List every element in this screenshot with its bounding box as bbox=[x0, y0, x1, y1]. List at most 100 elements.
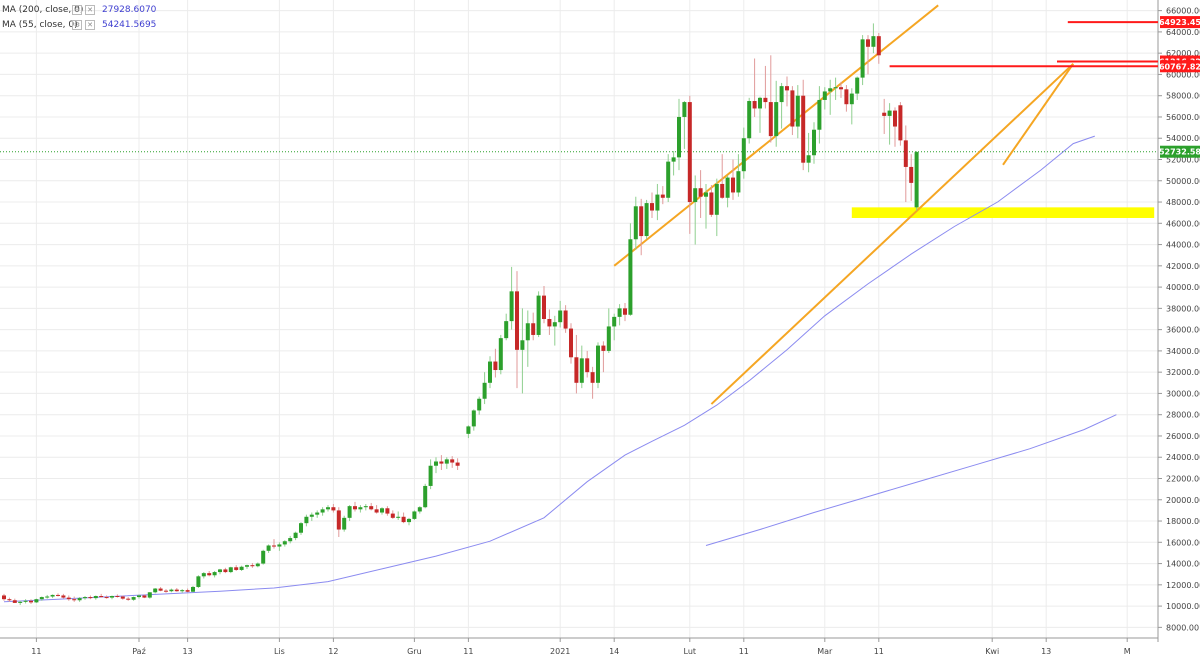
candle-body[interactable] bbox=[488, 361, 492, 383]
candle-body[interactable] bbox=[261, 550, 266, 564]
candle-body[interactable] bbox=[255, 563, 260, 567]
candle-body[interactable] bbox=[412, 511, 417, 519]
candle-body[interactable] bbox=[304, 516, 309, 524]
candle-body[interactable] bbox=[741, 138, 746, 172]
candle-body[interactable] bbox=[158, 588, 163, 591]
candle-body[interactable] bbox=[698, 188, 703, 197]
candle-body[interactable] bbox=[871, 36, 876, 47]
candle-body[interactable] bbox=[153, 588, 158, 593]
candle-body[interactable] bbox=[639, 206, 644, 237]
candle-body[interactable] bbox=[520, 340, 525, 350]
candle-body[interactable] bbox=[547, 319, 552, 327]
candle-body[interactable] bbox=[7, 599, 12, 601]
candle-body[interactable] bbox=[110, 595, 114, 598]
settings-icon[interactable]: ⚙ bbox=[72, 19, 82, 30]
candle-body[interactable] bbox=[277, 544, 282, 547]
candle-body[interactable] bbox=[542, 295, 546, 319]
candle-body[interactable] bbox=[477, 398, 482, 411]
candle-body[interactable] bbox=[77, 598, 82, 601]
candle-body[interactable] bbox=[401, 516, 406, 523]
candle-body[interactable] bbox=[250, 565, 255, 567]
candle-body[interactable] bbox=[601, 345, 606, 351]
candle-body[interactable] bbox=[677, 116, 681, 158]
candle-body[interactable] bbox=[223, 569, 228, 573]
candle-body[interactable] bbox=[50, 594, 55, 597]
candle-body[interactable] bbox=[309, 514, 314, 517]
candle-body[interactable] bbox=[569, 328, 573, 358]
candle-body[interactable] bbox=[817, 99, 822, 130]
candle-body[interactable] bbox=[72, 599, 77, 601]
candle-body[interactable] bbox=[752, 101, 757, 109]
candle-body[interactable] bbox=[444, 459, 449, 464]
candle-body[interactable] bbox=[380, 508, 384, 513]
candle-body[interactable] bbox=[45, 596, 50, 598]
candle-body[interactable] bbox=[828, 88, 833, 92]
candle-body[interactable] bbox=[180, 590, 185, 592]
candle-body[interactable] bbox=[34, 599, 39, 603]
candle-body[interactable] bbox=[218, 569, 222, 573]
candle-body[interactable] bbox=[39, 597, 44, 600]
candle-body[interactable] bbox=[493, 361, 498, 371]
candle-body[interactable] bbox=[455, 462, 460, 466]
candle-body[interactable] bbox=[849, 93, 854, 105]
candle-body[interactable] bbox=[164, 590, 168, 592]
candle-body[interactable] bbox=[666, 161, 671, 198]
candle-body[interactable] bbox=[396, 516, 401, 518]
candle-body[interactable] bbox=[174, 589, 179, 592]
candle-body[interactable] bbox=[407, 518, 411, 523]
candle-body[interactable] bbox=[887, 110, 892, 116]
candle-body[interactable] bbox=[801, 95, 806, 163]
candle-body[interactable] bbox=[169, 589, 174, 592]
candle-body[interactable] bbox=[844, 89, 849, 105]
candle-body[interactable] bbox=[655, 194, 660, 211]
candle-body[interactable] bbox=[428, 465, 433, 486]
candle-body[interactable] bbox=[99, 595, 104, 598]
candle-body[interactable] bbox=[466, 426, 471, 434]
candle-body[interactable] bbox=[66, 597, 71, 600]
candle-body[interactable] bbox=[347, 506, 352, 518]
candle-body[interactable] bbox=[115, 595, 120, 597]
candle-body[interactable] bbox=[671, 157, 676, 162]
candle-body[interactable] bbox=[623, 308, 627, 315]
candle-body[interactable] bbox=[790, 90, 795, 127]
candle-body[interactable] bbox=[650, 203, 654, 211]
candle-body[interactable] bbox=[725, 177, 730, 198]
candle-body[interactable] bbox=[201, 573, 206, 577]
candle-body[interactable] bbox=[596, 345, 600, 383]
candle-body[interactable] bbox=[390, 513, 395, 518]
candle-body[interactable] bbox=[763, 97, 768, 103]
candle-body[interactable] bbox=[93, 595, 98, 599]
candle-body[interactable] bbox=[2, 595, 6, 600]
candle-body[interactable] bbox=[709, 192, 714, 215]
candle-body[interactable] bbox=[239, 566, 244, 570]
candle-body[interactable] bbox=[385, 508, 390, 514]
candle-body[interactable] bbox=[320, 509, 325, 513]
candle-body[interactable] bbox=[358, 507, 363, 510]
candle-body[interactable] bbox=[212, 572, 217, 576]
candle-body[interactable] bbox=[342, 517, 347, 530]
candle-body[interactable] bbox=[628, 239, 633, 315]
candle-body[interactable] bbox=[914, 152, 919, 208]
candle-body[interactable] bbox=[131, 597, 136, 600]
candle-body[interactable] bbox=[687, 102, 692, 203]
candle-body[interactable] bbox=[552, 322, 557, 327]
candle-body[interactable] bbox=[434, 461, 438, 466]
candle-body[interactable] bbox=[704, 192, 708, 197]
candle-body[interactable] bbox=[606, 326, 611, 351]
candle-body[interactable] bbox=[104, 597, 109, 599]
candle-body[interactable] bbox=[336, 510, 341, 530]
candle-body[interactable] bbox=[142, 595, 147, 598]
candle-body[interactable] bbox=[563, 310, 568, 329]
candle-body[interactable] bbox=[185, 590, 190, 592]
candle-body[interactable] bbox=[779, 86, 784, 103]
candle-body[interactable] bbox=[234, 567, 239, 570]
candle-body[interactable] bbox=[196, 576, 201, 587]
candle-body[interactable] bbox=[758, 97, 762, 109]
candle-body[interactable] bbox=[137, 595, 141, 598]
candle-body[interactable] bbox=[612, 316, 617, 327]
candle-body[interactable] bbox=[731, 177, 735, 193]
candle-body[interactable] bbox=[747, 101, 752, 139]
candle-body[interactable] bbox=[839, 87, 843, 90]
candle-body[interactable] bbox=[898, 105, 903, 141]
candle-body[interactable] bbox=[326, 507, 330, 510]
